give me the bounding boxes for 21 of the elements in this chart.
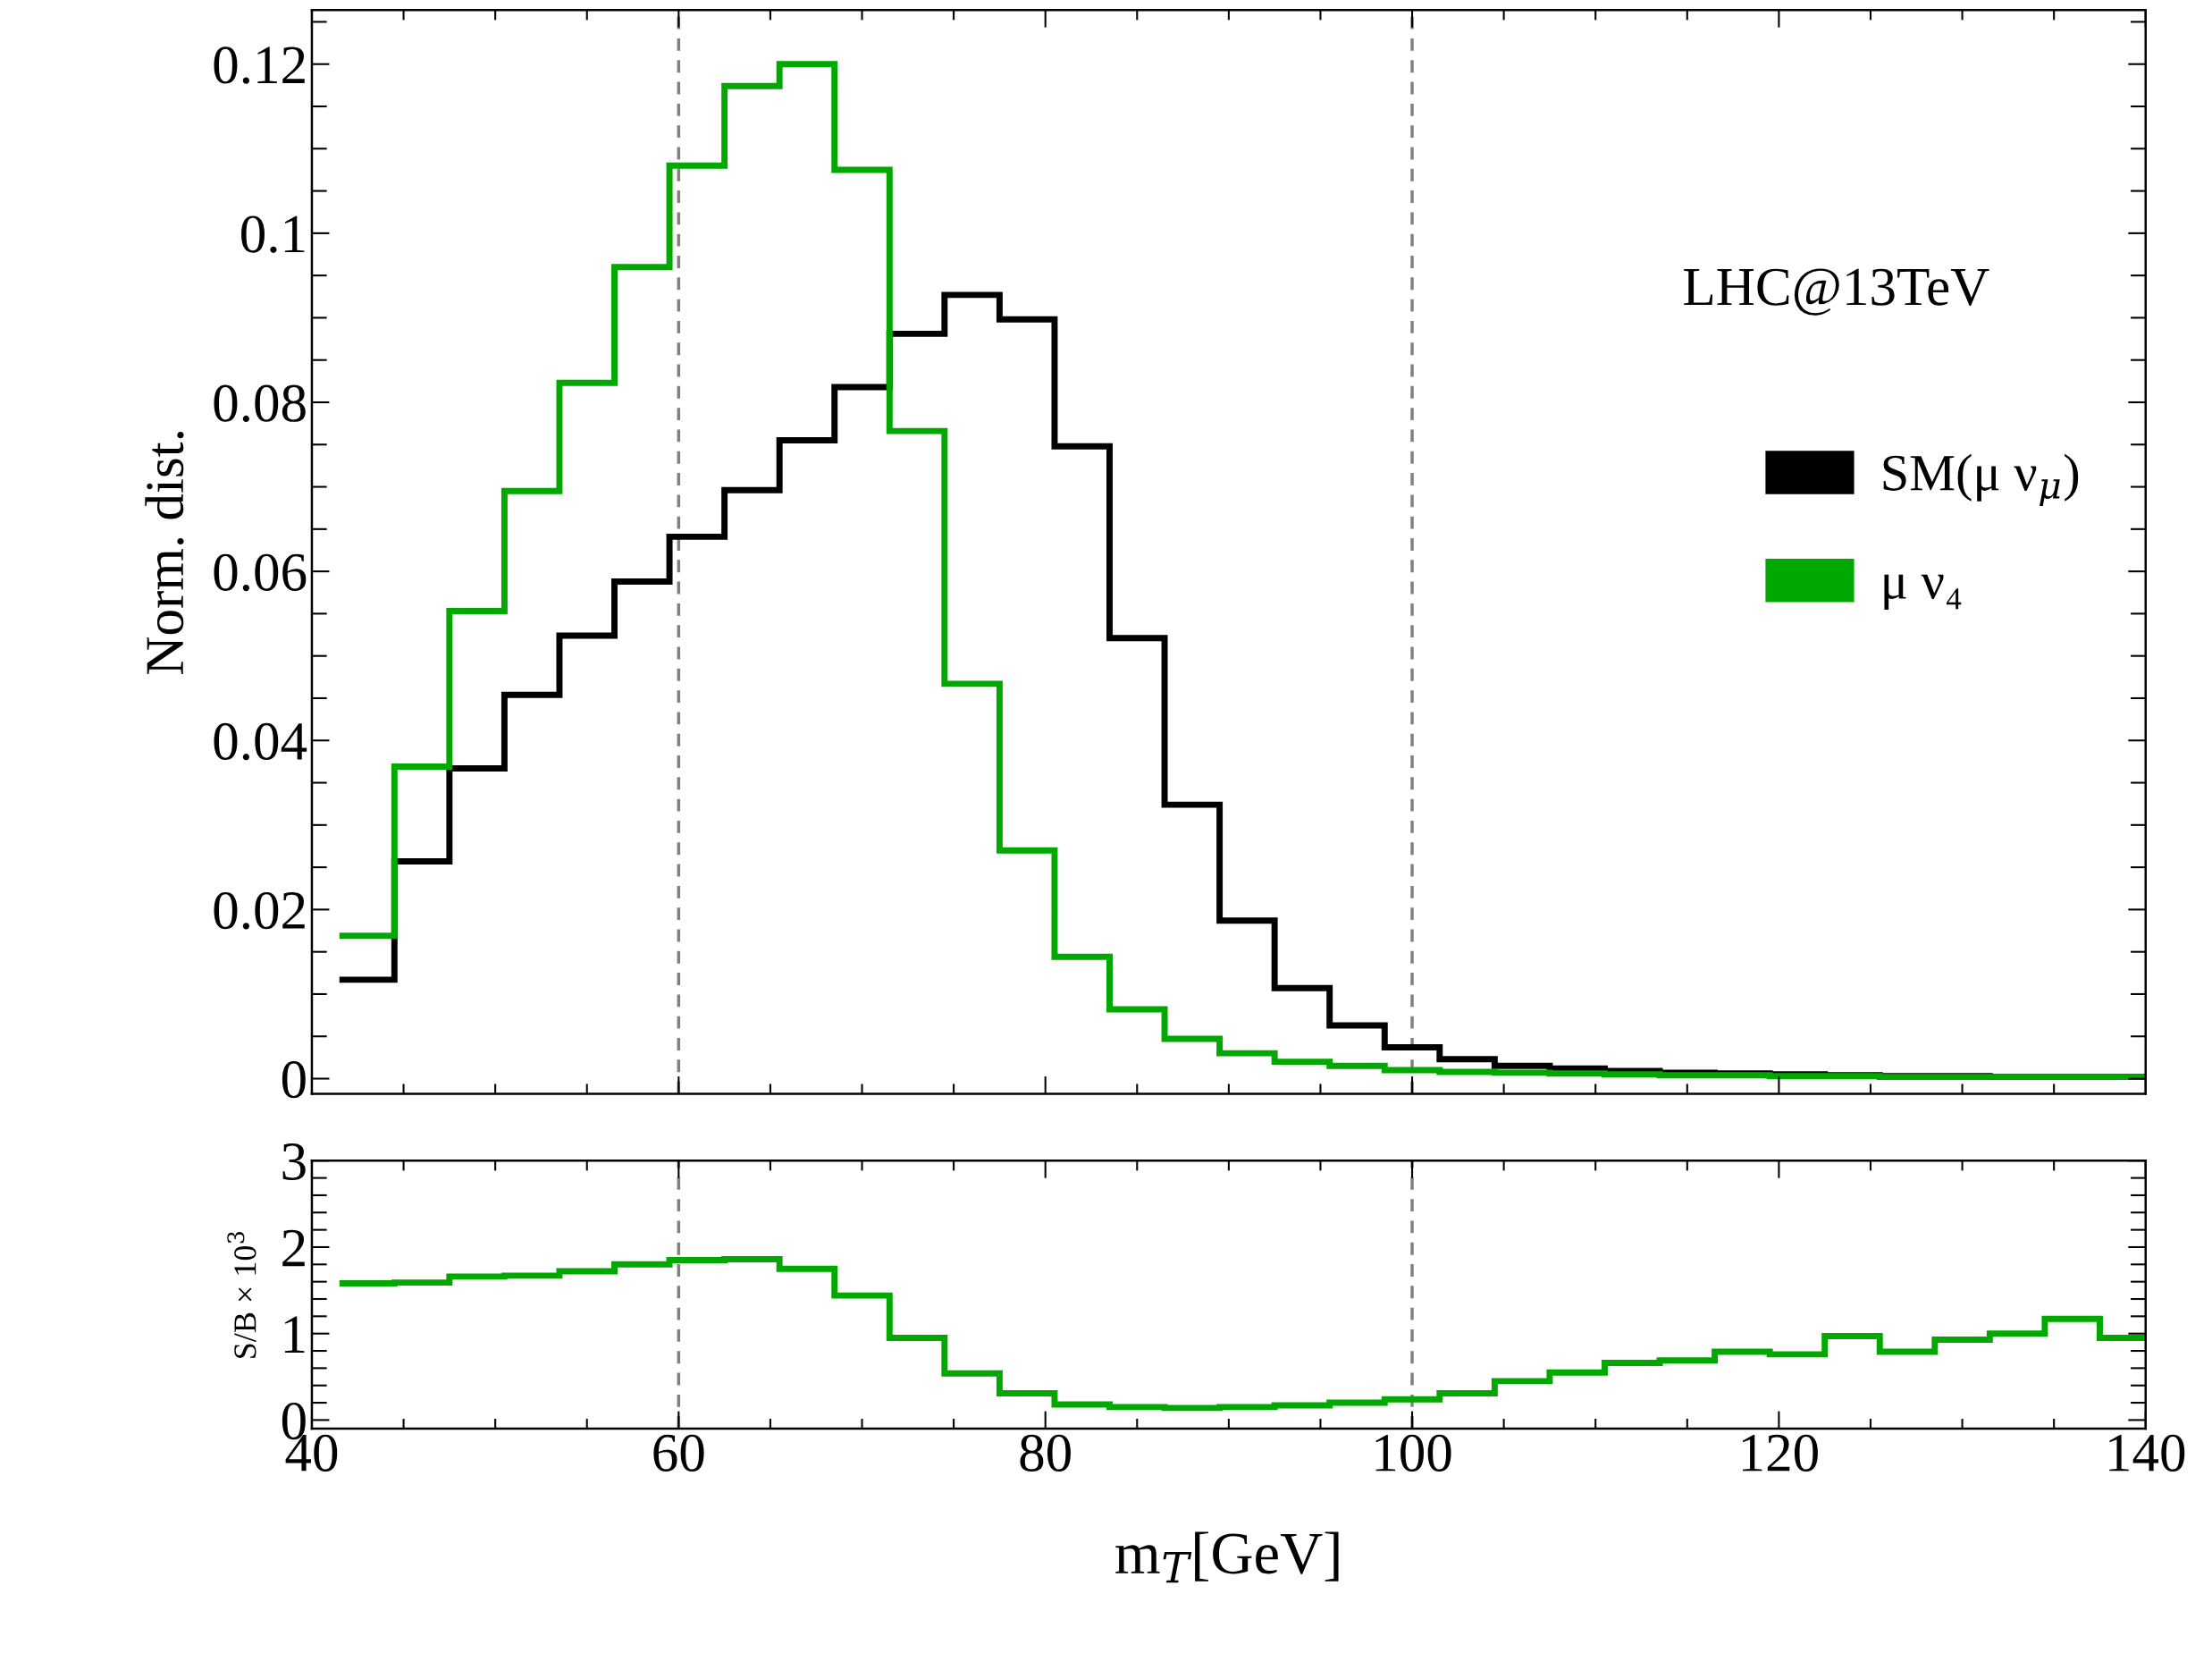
x-tick-label: 80 [1020, 1434, 1071, 1472]
x-tick-label: 100 [1375, 1434, 1451, 1472]
x-tick-label: 120 [1742, 1434, 1818, 1472]
annotation: LHC@13TeV [1684, 268, 1989, 316]
y-tick-label: 0.06 [214, 553, 307, 592]
x-tick-label: 60 [653, 1434, 704, 1472]
y-tick-label: 0.12 [214, 46, 305, 84]
y-tick-label: 0.08 [214, 384, 306, 423]
y-tick-label: 2 [282, 1229, 305, 1267]
y-tick-label: 1 [284, 1316, 305, 1353]
y-tick-label: 0.1 [241, 215, 305, 253]
legend-label: SM(μ ν$_{μ}$) [1883, 453, 2079, 506]
x-axis-title: m$_{T}$[GeV] [1115, 1531, 1339, 1583]
legend-label: μ ν₄ [1884, 574, 1962, 610]
y-tick-label: 0.02 [214, 891, 305, 930]
y-tick-label: 0.04 [214, 722, 307, 761]
y-tick-label: 3 [282, 1143, 306, 1181]
y-tick-label: 0 [282, 1061, 306, 1099]
y-axis-title: S/B × 10$^{3}$ [227, 1232, 257, 1358]
y-axis-title: Norm. dist. [145, 432, 184, 674]
x-tick-label: 140 [2109, 1434, 2185, 1472]
